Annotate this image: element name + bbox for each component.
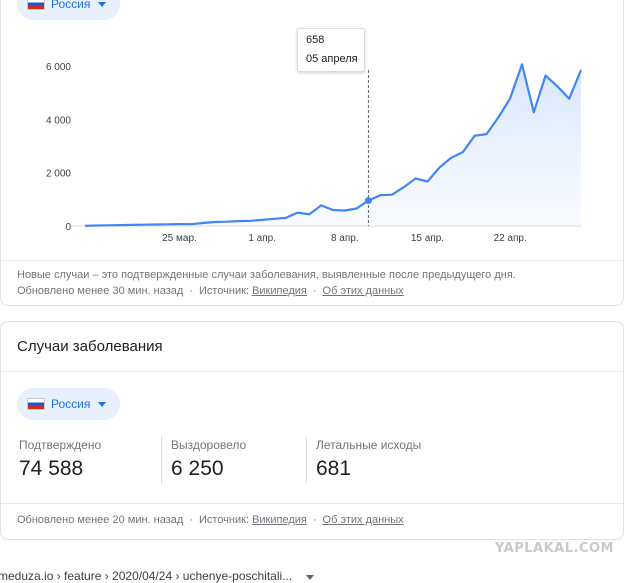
divider bbox=[1, 260, 623, 261]
x-tick-label: 22 апр. bbox=[494, 233, 527, 244]
watermark: YAPLAKAL.COM bbox=[495, 541, 614, 556]
source-link[interactable]: Википедия bbox=[252, 285, 307, 297]
stat-label: Летальные исходы bbox=[316, 438, 422, 452]
cases-card-title: Случаи заболевания bbox=[17, 338, 163, 355]
tooltip-value: 658 bbox=[306, 34, 325, 46]
stat-value: 74 588 bbox=[19, 457, 84, 480]
stat-divider bbox=[161, 436, 162, 484]
stat-label: Подтверждено bbox=[19, 438, 102, 452]
series-area bbox=[85, 64, 581, 227]
x-tick-label: 1 апр. bbox=[248, 233, 276, 244]
source-label: Источник: bbox=[198, 514, 249, 526]
series-line bbox=[84, 63, 583, 227]
source-label: Источник: bbox=[198, 285, 249, 297]
country-selector-chip[interactable]: Россия bbox=[17, 388, 121, 420]
cases-card: Случаи заболевания Россия Подтверждено 7… bbox=[0, 321, 624, 540]
russia-flag-icon bbox=[27, 398, 45, 410]
new-cases-chart[interactable]: 6 000 4 000 2 000 0 25 мар. 1 апр. 8 апр. 15 ап… bbox=[1, 18, 601, 248]
chevron-down-icon[interactable] bbox=[305, 575, 314, 580]
highlight-point bbox=[364, 197, 372, 205]
stat-divider bbox=[306, 436, 307, 484]
result-url-breadcrumb[interactable]: meduza.io › feature › 2020/04/24 › uchen… bbox=[0, 569, 314, 583]
updated-text: Обновлено менее 20 мин. назад bbox=[17, 514, 184, 526]
country-label: Россия bbox=[51, 0, 91, 11]
country-selector-chip[interactable]: Россия bbox=[17, 0, 121, 20]
stat-value: 6 250 bbox=[171, 457, 224, 480]
about-data-link[interactable]: Об этих данных bbox=[322, 514, 404, 526]
about-data-link[interactable]: Об этих данных bbox=[322, 285, 404, 297]
y-tick-label: 6 000 bbox=[46, 62, 71, 73]
stat-label: Выздоровело bbox=[171, 438, 247, 452]
result-url[interactable]: meduza.io › feature › 2020/04/24 › uchen… bbox=[0, 569, 293, 583]
x-tick-label: 15 апр. bbox=[411, 233, 444, 244]
tooltip-date: 05 апреля bbox=[306, 53, 358, 65]
y-tick-label: 2 000 bbox=[46, 169, 71, 180]
x-tick-label: 25 мар. bbox=[162, 233, 197, 244]
country-label: Россия bbox=[51, 397, 91, 411]
chart-footer: Обновлено менее 30 мин. назад · Источник: … bbox=[17, 285, 404, 297]
y-tick-label: 0 bbox=[65, 222, 71, 233]
chevron-down-icon bbox=[98, 1, 107, 7]
divider bbox=[1, 503, 623, 504]
confirmed-stat: Подтверждено 74 588 bbox=[19, 438, 101, 481]
divider bbox=[1, 371, 623, 372]
chevron-down-icon bbox=[98, 401, 107, 407]
deaths-stat: Летальные исходы 681 bbox=[316, 438, 421, 481]
source-link[interactable]: Википедия bbox=[252, 514, 307, 526]
russia-flag-icon bbox=[27, 0, 45, 10]
stat-value: 681 bbox=[316, 457, 352, 480]
updated-text: Обновлено менее 30 мин. назад bbox=[17, 285, 184, 297]
new-cases-chart-card: Россия 6 000 4 000 2 000 0 25 мар. 1 апр. 8 ап… bbox=[0, 0, 624, 306]
cases-footer: Обновлено менее 20 мин. назад · Источник: … bbox=[17, 514, 404, 526]
chart-tooltip: 658 05 апреля bbox=[297, 28, 365, 72]
new-cases-note: Новые случаи – это подтвержденные случаи… bbox=[17, 269, 516, 281]
x-tick-label: 8 апр. bbox=[331, 233, 359, 244]
recovered-stat: Выздоровело 6 250 bbox=[171, 438, 246, 481]
y-tick-label: 4 000 bbox=[46, 115, 71, 126]
